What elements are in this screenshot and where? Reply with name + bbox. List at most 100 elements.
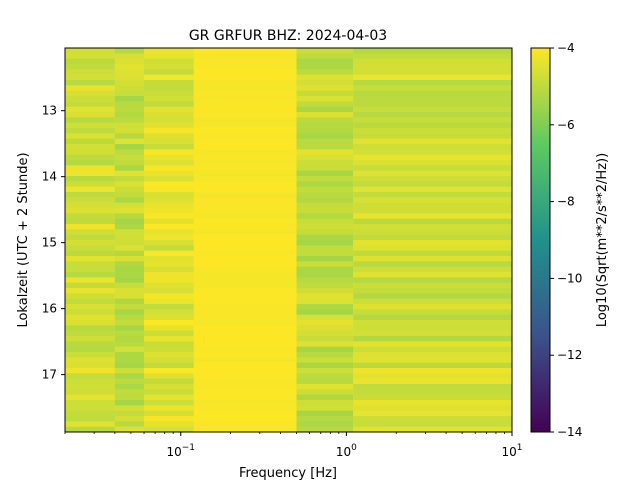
band-0-row [65,325,115,332]
band-3-row [193,80,297,86]
band-2-row [144,112,194,118]
colorbar-tick-label: −12 [557,348,582,362]
band-5-row [353,288,512,294]
band-4-row [296,261,354,268]
band-5-row [353,320,512,326]
band-3-row [193,192,297,198]
band-4-row [296,325,354,332]
band-2-row [144,282,194,289]
band-4-row [296,320,354,326]
band-1-row [114,314,145,321]
y-tick-label: 15 [42,236,57,250]
band-0-row [65,293,115,300]
band-4-row [296,282,354,289]
band-0-row [65,362,115,369]
band-2-row [144,416,194,422]
band-1-row [114,346,145,353]
band-1-row [114,213,145,220]
band-5-row [353,261,512,268]
band-5-row [353,426,512,432]
band-3-row [193,133,297,140]
band-0-row [65,218,115,225]
band-1-row [114,101,145,108]
band-2-row [144,234,194,241]
band-1-row [114,378,145,385]
band-3-row [193,154,297,161]
band-0-row [65,192,115,198]
band-1-row [114,282,145,289]
band-5-row [353,138,512,145]
band-4-row [296,149,354,156]
band-5-row [353,106,512,113]
band-3-row [193,245,297,252]
band-3-row [193,117,297,124]
band-4-row [296,181,354,188]
band-1-row [114,117,145,124]
x-tick-label: 101 [501,443,522,459]
band-5-row [353,58,512,65]
band-5-row [353,256,512,262]
band-3-row [193,165,297,172]
band-2-row [144,341,194,348]
band-0-row [65,197,115,204]
band-4-row [296,133,354,140]
band-3-row [193,176,297,182]
band-5-row [353,368,512,374]
band-3-row [193,314,297,321]
band-0-row [65,272,115,278]
colorbar-tick-label: −14 [557,425,582,439]
band-5-row [353,64,512,70]
band-2-row [144,320,194,326]
band-3-row [193,400,297,406]
band-0-row [65,202,115,209]
band-4-row [296,106,354,113]
band-5-row [353,378,512,385]
band-5-row [353,133,512,140]
band-2-row [144,288,194,294]
band-4-row [296,53,354,60]
band-1-row [114,352,145,358]
band-2-row [144,165,194,172]
band-0-row [65,112,115,118]
band-3-row [193,186,297,193]
band-1-row [114,144,145,150]
band-5-row [353,240,512,246]
band-2-row [144,64,194,70]
band-2-row [144,240,194,246]
band-0-row [65,48,115,54]
band-5-row [353,352,512,358]
band-4-row [296,410,354,417]
band-1-row [114,304,145,310]
band-2-row [144,128,194,134]
band-4-row [296,186,354,193]
band-0-row [65,64,115,70]
band-4-row [296,208,354,214]
band-0-row [65,266,115,273]
band-1-row [114,250,145,257]
band-2-row [144,410,194,417]
band-2-row [144,58,194,65]
band-3-row [193,234,297,241]
band-3-row [193,74,297,81]
band-5-row [353,229,512,236]
band-3-row [193,330,297,337]
band-0-row [65,336,115,342]
band-1-row [114,165,145,172]
band-2-row [144,69,194,76]
band-5-row [353,197,512,204]
colorbar-label: Log10(Sqrt(m**2/s**2/Hz)) [595,153,610,327]
band-1-row [114,320,145,326]
band-2-row [144,176,194,182]
band-1-row [114,325,145,332]
band-4-row [296,138,354,145]
band-2-row [144,330,194,337]
band-0-row [65,304,115,310]
band-1-row [114,229,145,236]
band-0-row [65,149,115,156]
band-4-row [296,245,354,252]
band-1-row [114,96,145,102]
band-2-row [144,85,194,92]
band-2-row [144,266,194,273]
band-5-row [353,293,512,300]
